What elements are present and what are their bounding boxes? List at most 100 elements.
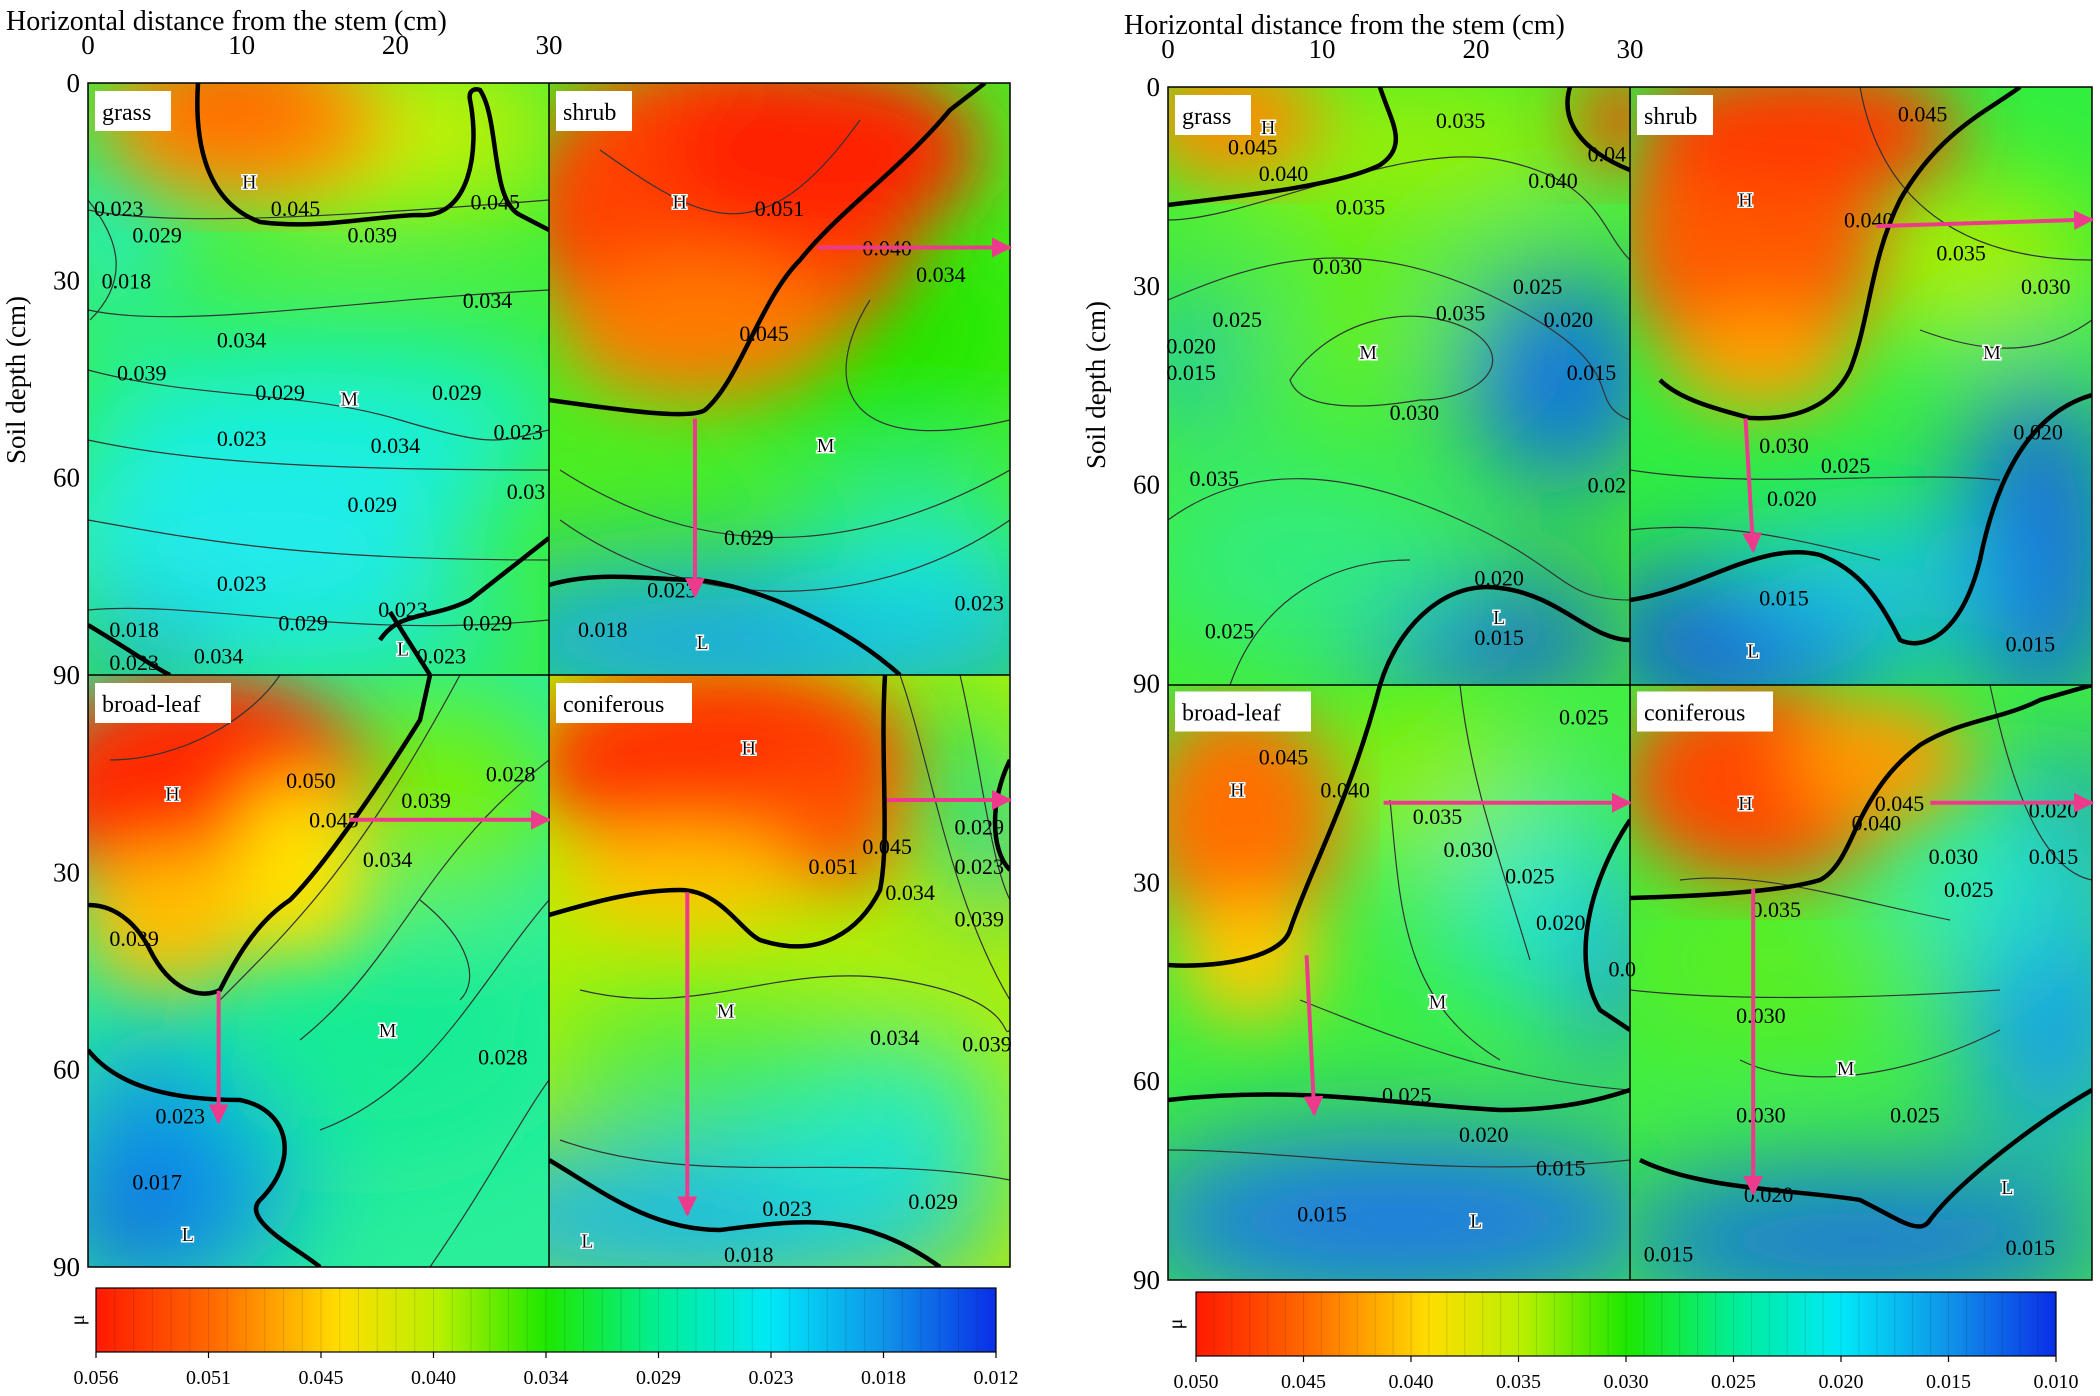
panel-name-coniferous: coniferous [1637,691,1773,732]
contour-label: 0.045 [1259,744,1309,769]
contour-label: 0.023 [109,650,159,675]
zone-label: H [165,783,179,805]
zone-label: L [581,1231,593,1253]
contour-label: 0.025 [1382,1082,1432,1107]
colorbar-tick-label: 0.045 [299,1367,344,1389]
contour-label: 0.030 [1736,1003,1786,1028]
contour-label: 0.020 [2013,420,2063,445]
colorbar-tick-label: 0.012 [974,1367,1019,1389]
panel-name-label: broad-leaf [1182,701,1281,727]
panel-name-shrub: shrub [1637,95,1713,135]
right-y-tick-labels: 0 30 60 90 30 60 90 [1133,72,1160,1295]
panel-name-grass: grass [1175,95,1251,135]
contour-label: 0.028 [486,762,536,787]
contour-label: 0.015 [2029,844,2079,869]
contour-label: 0.029 [278,610,328,635]
zone-label: M [717,1000,735,1022]
left-y-axis-label: Soil depth (cm) [1,296,31,464]
zone-label: L [1470,1210,1482,1232]
left-y-tick-labels: 0 30 60 90 30 60 90 [53,68,80,1282]
contour-label: 0.020 [1544,307,1594,332]
contour-label: 0.030 [1444,837,1494,862]
contour-label: 0.029 [432,380,482,405]
zone-label: H [242,172,256,194]
colorbar-tick-label: 0.030 [1604,1371,1649,1393]
y-tick-label: 60 [1133,470,1160,500]
zone-label: M [1429,992,1447,1014]
panel-name-label: grass [1182,104,1231,130]
contour-label: 0.018 [578,617,628,642]
zone-label: L [697,632,709,654]
colorbar-tick-label: 0.020 [1819,1371,1864,1393]
contour-label: 0.015 [1644,1241,1694,1266]
colorbar-tick-label: 0.034 [524,1367,569,1389]
contour-label: 0.045 [470,189,520,214]
contour-label: 0.015 [1567,360,1617,385]
contour-label: 0.018 [724,1242,774,1267]
y-tick-label: 30 [53,857,80,887]
y-tick-label: 90 [1133,1265,1160,1295]
contour-label: 0.030 [1390,400,1440,425]
zone-label: H [1261,117,1275,139]
contour-label: 0.023 [94,196,144,221]
colorbar-tick-label: 0.056 [74,1367,119,1389]
transition-arrow [1876,210,2094,231]
contour-label: 0.023 [217,571,267,596]
panel-name-grass: grass [95,91,171,131]
y-tick-label: 0 [67,68,81,98]
contour-label: 0.023 [955,854,1005,879]
contour-label: 0.034 [371,433,421,458]
x-tick-label: 30 [1617,34,1644,64]
y-tick-label: 0 [1147,72,1161,102]
contour-label: 0.040 [1259,161,1309,186]
zone-label: M [1983,342,2001,364]
contour-label: 0.025 [1505,864,1555,889]
contour-label: 0.025 [1890,1102,1940,1127]
right-figure: Horizontal distance from the stem (cm) S… [1081,10,2094,1393]
right-colorbar-label: μ [1165,1319,1187,1330]
colorbar-tick-label: 0.051 [186,1367,231,1389]
contour-label: 0.023 [217,426,267,451]
zone-label: H [742,737,756,759]
left-colorbar-label: μ [67,1315,89,1326]
right-colorbar-tick-labels: 0.050 0.045 0.040 0.035 0.030 0.025 0.020 0.015… [1174,1356,2079,1393]
contour-label: 0.029 [348,492,398,517]
contour-label: 0.020 [1166,333,1216,358]
contour-label: 0.039 [117,360,167,385]
panel-name-box [95,91,171,131]
y-tick-label: 60 [53,1055,80,1085]
contour-label: 0.030 [2021,274,2071,299]
y-tick-label: 90 [53,1252,80,1282]
left-colorbar-tick-labels: 0.056 0.051 0.045 0.040 0.034 0.029 0.023 0.018… [74,1352,1019,1389]
contour-label: 0.035 [1936,241,1986,266]
panel-grass-right [1168,87,1630,685]
contour-label: 0.051 [755,196,805,221]
zone-label: M [340,389,358,411]
contour-label: 0.040 [1852,811,1902,836]
left-panel-frames [87,82,1011,1268]
contour-label: 0.030 [1313,254,1363,279]
contour-label: 0.034 [217,328,267,353]
contour-label: 0.015 [2006,632,2056,657]
contour-label: 0.015 [2006,1235,2056,1260]
x-tick-label: 20 [1463,34,1490,64]
zone-label: L [397,639,409,661]
contour-label: 0.025 [1944,877,1994,902]
contour-label: 0.015 [1474,625,1524,650]
zone-label: L [182,1224,194,1246]
transition-arrow [1303,955,1324,1117]
colorbar-tick-label: 0.045 [1281,1371,1326,1393]
panel-name-label: coniferous [563,692,664,718]
contour-label: 0.04 [1588,141,1627,166]
left-figure: Horizontal distance from the stem (cm) S… [1,6,1019,1389]
contour-label: 0.039 [401,788,451,813]
panel-shrub-left [549,83,1010,675]
right-zone-boundaries [1168,87,2092,1229]
contour-label: 0.040 [1320,778,1370,803]
left-colorbar: μ 0.056 0.051 0.045 0.040 0.034 0.029 0.023 0.0… [67,1287,1019,1389]
contour-label: 0.018 [102,268,152,293]
x-tick-label: 10 [1309,34,1336,64]
contour-label: 0.020 [1536,910,1586,935]
panel-name-label: coniferous [1644,701,1745,727]
contour-label: 0.039 [962,1031,1012,1056]
